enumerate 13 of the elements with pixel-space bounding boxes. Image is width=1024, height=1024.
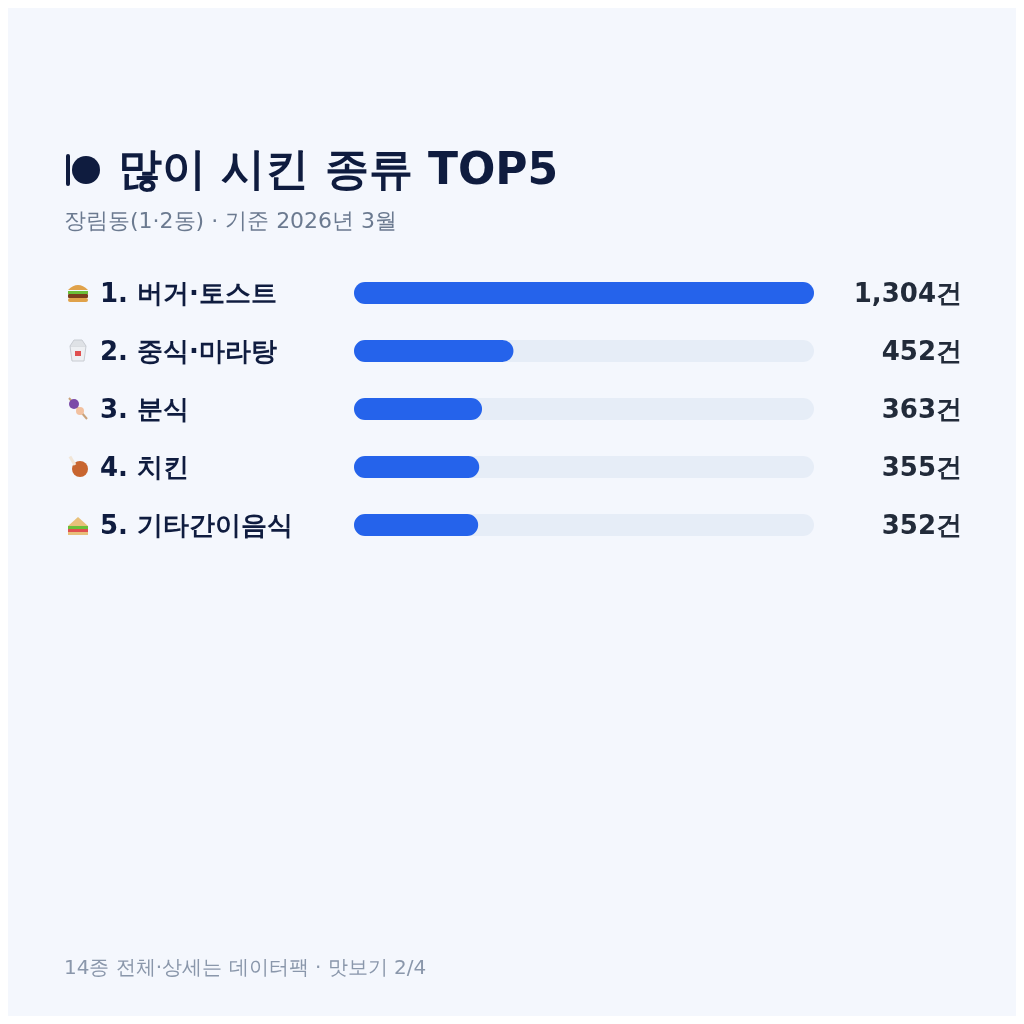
chart-subtitle: 장림동(1·2동) · 기준 2026년 3월 xyxy=(64,207,398,235)
text: 14종 전체·상세는 데이터팩 · 맛보기 2/4 xyxy=(64,954,427,981)
data-label: 452건 xyxy=(881,336,962,367)
y-tick-label: 3. 분식 xyxy=(100,394,190,425)
chart-title: 많이 시킨 종류 TOP5 xyxy=(118,142,559,196)
y-tick-label: 4. 치킨 xyxy=(100,452,190,483)
y-tick-label: 1. 버거·토스트 xyxy=(100,278,277,309)
y-tick-label: 5. 기타간이음식 xyxy=(100,510,294,541)
data-label: 363건 xyxy=(881,394,962,425)
data-label: 355건 xyxy=(881,452,962,483)
y-tick-label: 2. 중식·마라탕 xyxy=(100,336,277,367)
data-label: 1,304건 xyxy=(853,278,962,309)
data-label: 352건 xyxy=(881,510,962,541)
